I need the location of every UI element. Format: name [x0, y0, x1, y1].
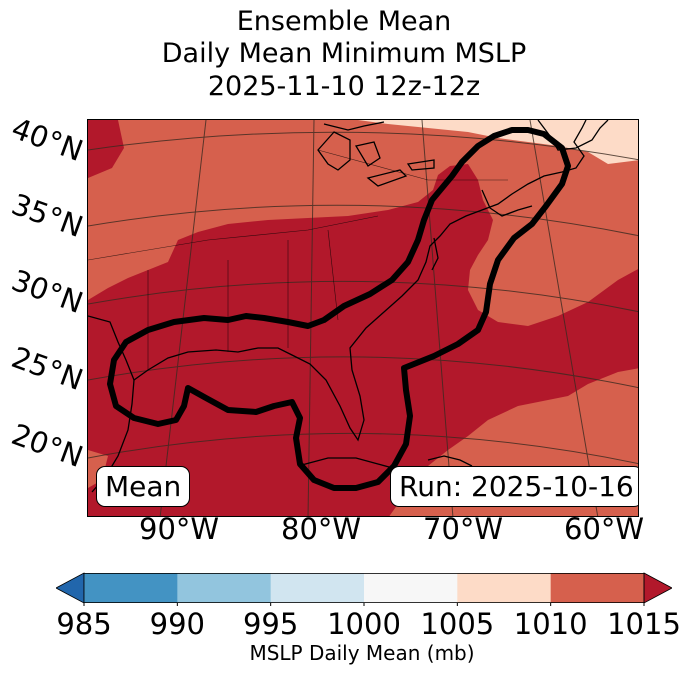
cape-cod	[481, 189, 533, 217]
run-date-badge: Run: 2025-10-16	[390, 466, 638, 507]
chesapeake	[431, 237, 439, 271]
canada-border	[317, 149, 508, 181]
lake-erie	[366, 169, 408, 187]
title-line-2: Daily Mean Minimum MSLP	[161, 38, 527, 69]
colorbar-segment-1005-1010	[457, 573, 552, 603]
colorbar-tick-label-1015: 1015	[607, 607, 681, 641]
colorbar-graphic	[55, 572, 673, 608]
colorbar-segment-1000-1005	[364, 573, 458, 603]
pressure-band-1005-1010	[358, 120, 638, 164]
colorbar-tick-label-990: 990	[149, 607, 206, 641]
colorbar-segment-985-990	[84, 573, 178, 603]
colorbar-label: MSLP Daily Mean (mb)	[249, 641, 475, 665]
contour-1010-mb	[107, 127, 571, 491]
hispaniola-outline	[427, 455, 473, 467]
lat-label-25n: 25°N	[7, 340, 88, 397]
colorbar-tick-label-1010: 1010	[513, 607, 588, 641]
colorbar	[55, 570, 673, 608]
colorbar-segment-1010-1015	[550, 573, 645, 603]
colorbar-tick-label-985: 985	[56, 607, 112, 641]
colorbar-tick-label-995: 995	[242, 607, 299, 641]
map-panel: Mean Run: 2025-10-16	[87, 119, 639, 517]
lon-label-90w: 90°W	[139, 512, 220, 546]
pressure-band-1015-main	[88, 164, 638, 516]
lat-label-30n: 30°N	[7, 263, 88, 320]
graticule-lat-35	[88, 204, 638, 237]
lake-superior	[323, 121, 385, 131]
title-line-1: Ensemble Mean	[236, 6, 452, 37]
lake-ontario	[406, 159, 435, 171]
colorbar-under-arrow	[55, 572, 85, 604]
boundaries	[88, 149, 508, 370]
lon-label-80w: 80°W	[281, 512, 362, 546]
pressure-band-1015-nw	[88, 120, 124, 178]
colorbar-frame	[83, 573, 645, 604]
lake-huron	[354, 141, 381, 167]
colorbar-tick-label-1000: 1000	[327, 607, 401, 641]
lat-label-35n: 35°N	[7, 187, 88, 244]
state-border-1	[88, 215, 379, 261]
colorbar-tick-label-1005: 1005	[420, 607, 495, 641]
lon-label-70w: 70°W	[423, 512, 504, 546]
map-mode-badge: Mean	[96, 466, 191, 507]
lat-label-40n: 40°N	[7, 111, 88, 168]
colorbar-segment-990-995	[177, 573, 272, 603]
lon-label-60w: 60°W	[564, 512, 645, 546]
graticule-lon-80	[307, 120, 315, 516]
graticule-lat-20	[88, 432, 638, 465]
lat-label-20n: 20°N	[7, 417, 88, 474]
colorbar-segment-995-1000	[270, 573, 365, 603]
colorbar-over-arrow	[643, 572, 673, 604]
us-gulf-atlantic-coast	[88, 120, 587, 442]
graticule-lon-60	[529, 120, 599, 516]
map-canvas	[88, 120, 638, 516]
graticule-lat-25	[88, 356, 638, 389]
title-line-3: 2025-11-10 12z-12z	[207, 71, 481, 102]
graticule-lon-70	[421, 120, 454, 516]
graticule-lat-30	[88, 280, 638, 313]
state-border-5	[327, 229, 339, 321]
